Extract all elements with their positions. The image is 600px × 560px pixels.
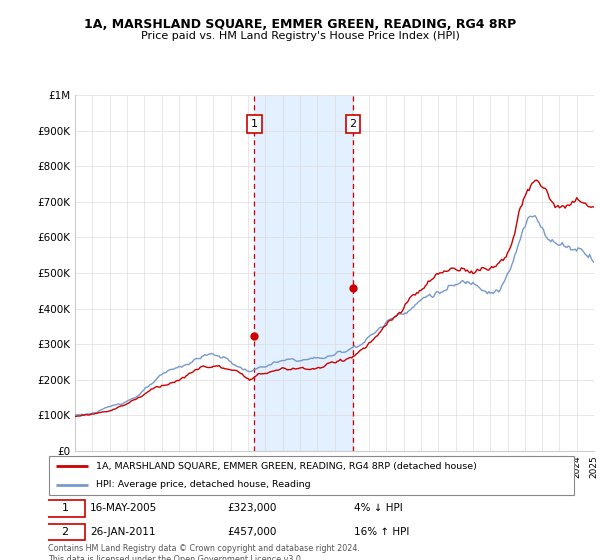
- Text: £457,000: £457,000: [227, 527, 277, 537]
- Text: 1A, MARSHLAND SQUARE, EMMER GREEN, READING, RG4 8RP (detached house): 1A, MARSHLAND SQUARE, EMMER GREEN, READI…: [95, 461, 476, 470]
- Text: HPI: Average price, detached house, Reading: HPI: Average price, detached house, Read…: [95, 480, 310, 489]
- Text: 26-JAN-2011: 26-JAN-2011: [90, 527, 156, 537]
- Text: 1: 1: [61, 503, 68, 514]
- Text: Contains HM Land Registry data © Crown copyright and database right 2024.
This d: Contains HM Land Registry data © Crown c…: [48, 544, 360, 560]
- Bar: [254, 95, 353, 451]
- Text: 16-MAY-2005: 16-MAY-2005: [90, 503, 157, 514]
- FancyBboxPatch shape: [49, 456, 574, 495]
- Text: 16% ↑ HPI: 16% ↑ HPI: [354, 527, 410, 537]
- Text: Price paid vs. HM Land Registry's House Price Index (HPI): Price paid vs. HM Land Registry's House …: [140, 31, 460, 41]
- Text: 2: 2: [61, 527, 68, 537]
- Text: £323,000: £323,000: [227, 503, 277, 514]
- Text: 1A, MARSHLAND SQUARE, EMMER GREEN, READING, RG4 8RP: 1A, MARSHLAND SQUARE, EMMER GREEN, READI…: [84, 18, 516, 31]
- FancyBboxPatch shape: [46, 524, 85, 540]
- FancyBboxPatch shape: [46, 500, 85, 517]
- Text: 2: 2: [349, 119, 356, 129]
- Text: 4% ↓ HPI: 4% ↓ HPI: [354, 503, 403, 514]
- Text: 1: 1: [251, 119, 258, 129]
